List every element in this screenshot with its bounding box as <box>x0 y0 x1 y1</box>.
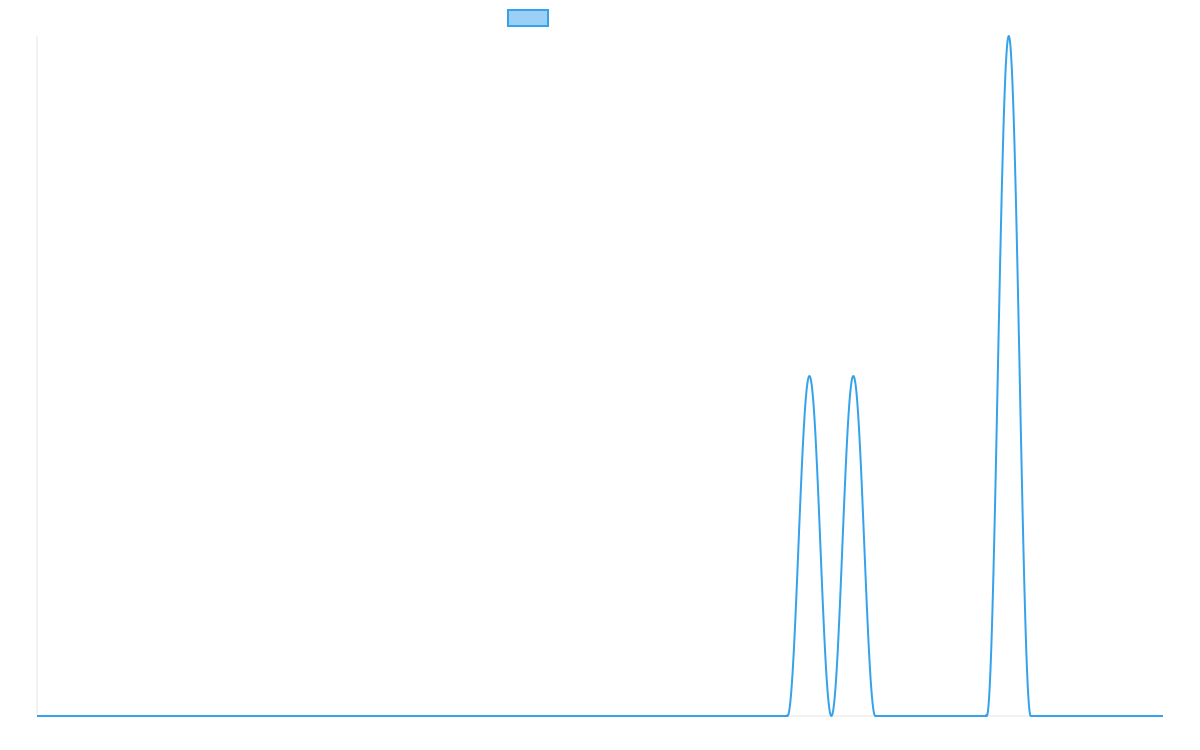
legend[interactable] <box>507 9 549 27</box>
axes <box>36 36 1163 717</box>
legend-swatch-0[interactable] <box>507 9 549 27</box>
series-layer <box>36 35 1164 717</box>
series-line-0 <box>36 35 1164 717</box>
